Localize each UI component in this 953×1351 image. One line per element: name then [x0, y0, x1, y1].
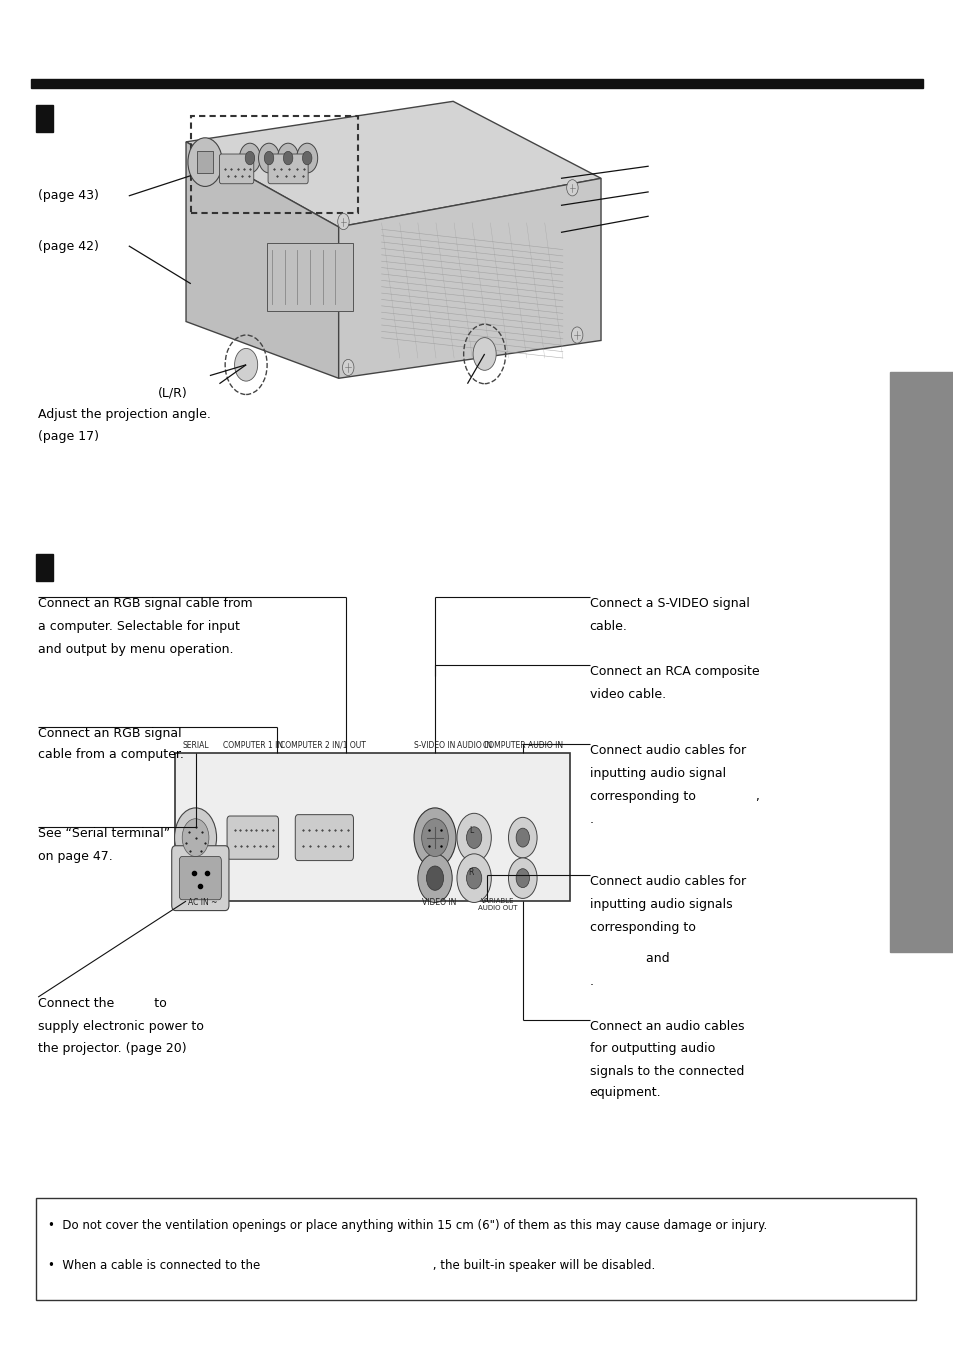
- Circle shape: [296, 143, 317, 173]
- Text: (L/R): (L/R): [157, 386, 187, 400]
- Text: video cable.: video cable.: [589, 688, 665, 701]
- Circle shape: [571, 327, 582, 343]
- Text: cable.: cable.: [589, 620, 627, 634]
- Text: AC IN ~: AC IN ~: [189, 898, 217, 908]
- Text: •  When a cable is connected to the                                             : • When a cable is connected to the: [48, 1259, 655, 1273]
- Text: (page 42): (page 42): [38, 240, 99, 254]
- Text: VARIABLE
AUDIO OUT: VARIABLE AUDIO OUT: [477, 898, 517, 912]
- Text: a computer. Selectable for input: a computer. Selectable for input: [38, 620, 240, 634]
- Circle shape: [234, 349, 257, 381]
- Circle shape: [456, 854, 491, 902]
- Text: COMPUTER 2 IN/1 OUT: COMPUTER 2 IN/1 OUT: [279, 740, 365, 750]
- Bar: [36, 105, 53, 132]
- Bar: [889, 372, 953, 952]
- FancyBboxPatch shape: [172, 846, 229, 911]
- Text: on page 47.: on page 47.: [38, 850, 112, 863]
- Text: Connect an RCA composite: Connect an RCA composite: [589, 665, 759, 678]
- FancyBboxPatch shape: [179, 857, 221, 900]
- Circle shape: [188, 138, 222, 186]
- Text: Connect the          to: Connect the to: [38, 997, 167, 1011]
- Text: corresponding to: corresponding to: [589, 921, 695, 935]
- Circle shape: [302, 151, 312, 165]
- Text: .: .: [589, 813, 593, 827]
- FancyBboxPatch shape: [295, 815, 353, 861]
- Text: corresponding to               ,: corresponding to ,: [589, 790, 759, 804]
- FancyBboxPatch shape: [268, 154, 308, 184]
- Text: supply electronic power to: supply electronic power to: [38, 1020, 204, 1034]
- Text: inputting audio signals: inputting audio signals: [589, 898, 732, 912]
- Circle shape: [414, 808, 456, 867]
- Circle shape: [337, 213, 349, 230]
- Circle shape: [566, 180, 578, 196]
- Polygon shape: [338, 178, 600, 378]
- Circle shape: [516, 869, 529, 888]
- Polygon shape: [186, 142, 338, 378]
- Text: COMPUTER 1 IN: COMPUTER 1 IN: [222, 740, 283, 750]
- Circle shape: [426, 866, 443, 890]
- Bar: [36, 1198, 915, 1300]
- Bar: [174, 753, 570, 901]
- Bar: [31, 78, 922, 89]
- Text: signals to the connected: signals to the connected: [589, 1065, 743, 1078]
- Circle shape: [258, 143, 279, 173]
- Text: VIDEO IN: VIDEO IN: [421, 898, 456, 908]
- Circle shape: [421, 819, 448, 857]
- Text: SERIAL: SERIAL: [182, 740, 209, 750]
- Circle shape: [277, 143, 298, 173]
- Text: Connect an RGB signal: Connect an RGB signal: [38, 727, 182, 740]
- Circle shape: [508, 858, 537, 898]
- Text: cable from a computer.: cable from a computer.: [38, 748, 184, 762]
- Bar: [197, 151, 213, 173]
- Circle shape: [466, 867, 481, 889]
- Circle shape: [456, 813, 491, 862]
- Circle shape: [508, 817, 537, 858]
- Text: Connect audio cables for: Connect audio cables for: [589, 875, 745, 889]
- Text: Connect an RGB signal cable from: Connect an RGB signal cable from: [38, 597, 253, 611]
- Text: the projector. (page 20): the projector. (page 20): [38, 1042, 187, 1055]
- Circle shape: [342, 359, 354, 376]
- Text: inputting audio signal: inputting audio signal: [589, 767, 725, 781]
- Text: Adjust the projection angle.: Adjust the projection angle.: [38, 408, 211, 422]
- FancyBboxPatch shape: [227, 816, 278, 859]
- Text: R: R: [468, 869, 474, 877]
- Text: and output by menu operation.: and output by menu operation.: [38, 643, 233, 657]
- Text: .: .: [589, 975, 593, 989]
- Text: L: L: [469, 827, 473, 835]
- Circle shape: [182, 819, 209, 857]
- FancyBboxPatch shape: [219, 154, 253, 184]
- Bar: [267, 243, 353, 311]
- Text: Connect an audio cables: Connect an audio cables: [589, 1020, 743, 1034]
- Text: for outputting audio: for outputting audio: [589, 1042, 714, 1055]
- Circle shape: [417, 854, 452, 902]
- Text: S-VIDEO IN: S-VIDEO IN: [414, 740, 456, 750]
- Circle shape: [245, 151, 254, 165]
- Text: Connect audio cables for: Connect audio cables for: [589, 744, 745, 758]
- Polygon shape: [186, 101, 600, 227]
- Circle shape: [174, 808, 216, 867]
- Text: and: and: [589, 952, 668, 966]
- Text: (page 43): (page 43): [38, 189, 99, 203]
- Text: (page 17): (page 17): [38, 430, 99, 443]
- Circle shape: [283, 151, 293, 165]
- Bar: [36, 554, 53, 581]
- Text: •  Do not cover the ventilation openings or place anything within 15 cm (6") of : • Do not cover the ventilation openings …: [48, 1219, 766, 1232]
- Text: equipment.: equipment.: [589, 1086, 660, 1100]
- Circle shape: [473, 338, 496, 370]
- Circle shape: [239, 143, 260, 173]
- Text: COMPUTER AUDIO IN: COMPUTER AUDIO IN: [482, 740, 562, 750]
- Text: AUDIO IN: AUDIO IN: [456, 740, 491, 750]
- Circle shape: [264, 151, 274, 165]
- Circle shape: [516, 828, 529, 847]
- Circle shape: [466, 827, 481, 848]
- Text: See “Serial terminal”: See “Serial terminal”: [38, 827, 170, 840]
- Text: Connect a S-VIDEO signal: Connect a S-VIDEO signal: [589, 597, 749, 611]
